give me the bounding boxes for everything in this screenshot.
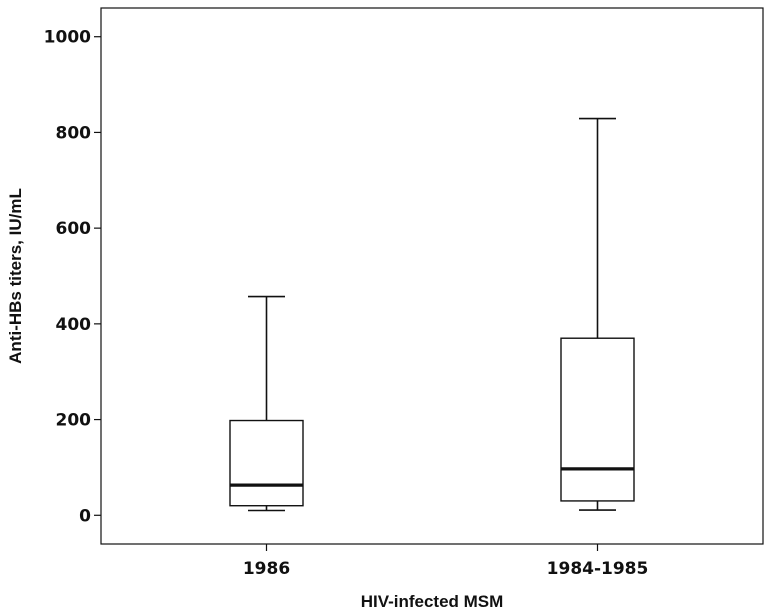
x-tick-label: 1986 — [243, 559, 290, 579]
x-axis: 1986 1984-1985 — [243, 544, 649, 579]
y-tick-label: 200 — [56, 411, 92, 431]
iqr-box — [560, 337, 635, 502]
y-tick-label: 1000 — [44, 28, 91, 48]
plot-area-frame — [100, 7, 764, 545]
y-axis: 0 200 400 600 800 1000 — [44, 28, 101, 526]
boxes — [229, 117, 635, 512]
x-axis-title: HIV-infected MSM — [361, 592, 504, 611]
box-1 — [229, 295, 304, 512]
y-tick-label: 800 — [56, 123, 92, 143]
y-tick-label: 600 — [56, 219, 92, 239]
iqr-box — [229, 419, 304, 507]
x-tick-label: 1984-1985 — [547, 559, 649, 579]
y-axis-title: Anti-HBs titers, IU/mL — [6, 188, 25, 364]
y-tick-label: 400 — [56, 315, 92, 335]
y-tick-label: 0 — [79, 506, 91, 526]
box-2 — [560, 117, 635, 511]
